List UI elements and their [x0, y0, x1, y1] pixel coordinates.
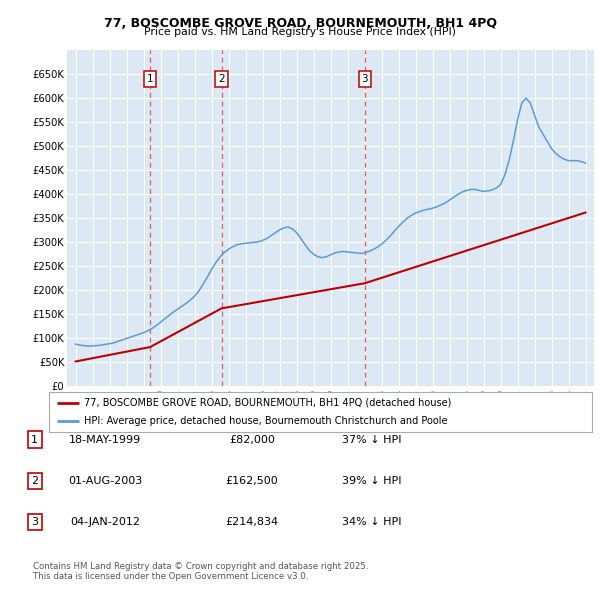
Text: 3: 3: [361, 74, 368, 84]
Text: Contains HM Land Registry data © Crown copyright and database right 2025.: Contains HM Land Registry data © Crown c…: [33, 562, 368, 571]
Text: 1: 1: [147, 74, 154, 84]
Text: 01-AUG-2003: 01-AUG-2003: [68, 476, 142, 486]
Text: 77, BOSCOMBE GROVE ROAD, BOURNEMOUTH, BH1 4PQ (detached house): 77, BOSCOMBE GROVE ROAD, BOURNEMOUTH, BH…: [85, 398, 452, 408]
Text: 04-JAN-2012: 04-JAN-2012: [70, 517, 140, 527]
Text: This data is licensed under the Open Government Licence v3.0.: This data is licensed under the Open Gov…: [33, 572, 308, 581]
Text: £162,500: £162,500: [226, 476, 278, 486]
Text: 2: 2: [218, 74, 225, 84]
Text: 37% ↓ HPI: 37% ↓ HPI: [342, 435, 402, 444]
Text: 18-MAY-1999: 18-MAY-1999: [69, 435, 141, 444]
Text: 3: 3: [31, 517, 38, 527]
Text: £214,834: £214,834: [226, 517, 278, 527]
Text: £82,000: £82,000: [229, 435, 275, 444]
Text: Price paid vs. HM Land Registry's House Price Index (HPI): Price paid vs. HM Land Registry's House …: [144, 27, 456, 37]
Text: 1: 1: [31, 435, 38, 444]
Text: 34% ↓ HPI: 34% ↓ HPI: [342, 517, 402, 527]
Text: 2: 2: [31, 476, 38, 486]
Text: HPI: Average price, detached house, Bournemouth Christchurch and Poole: HPI: Average price, detached house, Bour…: [85, 416, 448, 426]
Text: 77, BOSCOMBE GROVE ROAD, BOURNEMOUTH, BH1 4PQ: 77, BOSCOMBE GROVE ROAD, BOURNEMOUTH, BH…: [104, 17, 497, 30]
Text: 39% ↓ HPI: 39% ↓ HPI: [342, 476, 402, 486]
